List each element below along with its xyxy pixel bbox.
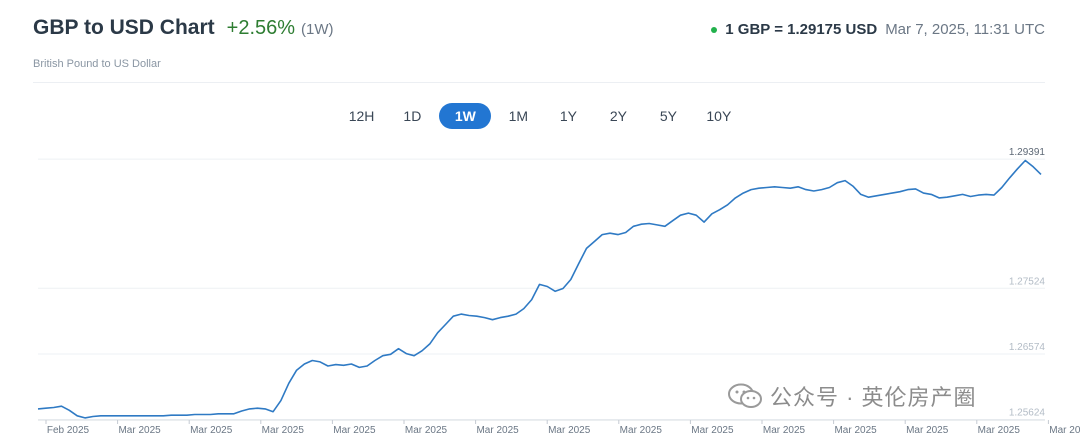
tab-1w[interactable]: 1W xyxy=(439,103,492,129)
page-subtitle: British Pound to US Dollar xyxy=(33,58,161,70)
page-title: GBP to USD Chart xyxy=(33,16,215,39)
tab-1y[interactable]: 1Y xyxy=(559,108,577,124)
x-tick-label: Mar 2025 xyxy=(834,425,877,436)
x-tick-label: Mar 2025 xyxy=(1049,425,1080,436)
x-tick-label: Mar 2025 xyxy=(262,425,305,436)
chart-header: GBP to USD Chart +2.56% (1W) British Pou… xyxy=(33,16,1045,76)
x-tick-label: Mar 2025 xyxy=(405,425,448,436)
x-tick-label: Mar 2025 xyxy=(978,425,1021,436)
x-tick-label: Mar 2025 xyxy=(763,425,806,436)
rate-timestamp: Mar 7, 2025, 11:31 UTC xyxy=(885,21,1045,38)
x-tick-label: Mar 2025 xyxy=(620,425,663,436)
tab-2y[interactable]: 2Y xyxy=(609,108,627,124)
tab-10y[interactable]: 10Y xyxy=(706,108,732,124)
watermark-text: 公众号 · 英伦房产圈 xyxy=(770,385,977,410)
x-tick-label: Mar 2025 xyxy=(118,425,161,436)
y-tick-label: 1.25624 xyxy=(1009,408,1046,419)
x-tick-label: Feb 2025 xyxy=(47,425,90,436)
header-divider xyxy=(33,82,1045,83)
series-line xyxy=(37,159,1042,419)
x-tick-label: Mar 2025 xyxy=(333,425,376,436)
live-dot-icon xyxy=(711,26,718,33)
x-tick-label: Mar 2025 xyxy=(476,425,519,436)
x-tick-label: Mar 2025 xyxy=(190,425,233,436)
tab-1d[interactable]: 1D xyxy=(403,108,422,124)
watermark: 公众号 · 英伦房产圈 xyxy=(728,380,977,412)
y-tick-label: 1.27524 xyxy=(1009,276,1046,287)
x-tick-label: Mar 2025 xyxy=(691,425,734,436)
tab-1m[interactable]: 1M xyxy=(508,108,529,124)
tab-5y[interactable]: 5Y xyxy=(659,108,677,124)
title-row: GBP to USD Chart +2.56% (1W) xyxy=(33,16,1045,40)
rate-box: 1 GBP = 1.29175 USD Mar 7, 2025, 11:31 U… xyxy=(711,21,1045,38)
range-tabs: 12H 1D 1W 1M 1Y 2Y 5Y 10Y xyxy=(0,103,1080,129)
change-period: (1W) xyxy=(301,21,334,38)
percent-change: +2.56% xyxy=(226,17,296,39)
current-rate: 1 GBP = 1.29175 USD xyxy=(725,21,878,38)
rate-chart: 1.29391 1.27524 1.26574 1.25624 Feb 2025 Mar … xyxy=(37,147,1080,436)
x-tick-label: Mar 2025 xyxy=(906,425,949,436)
y-tick-label: 1.26574 xyxy=(1009,342,1046,353)
tab-12h[interactable]: 12H xyxy=(348,108,375,124)
y-tick-label: 1.29391 xyxy=(1009,147,1046,158)
x-tick-label: Mar 2025 xyxy=(548,425,591,436)
wechat-icon xyxy=(728,383,762,408)
